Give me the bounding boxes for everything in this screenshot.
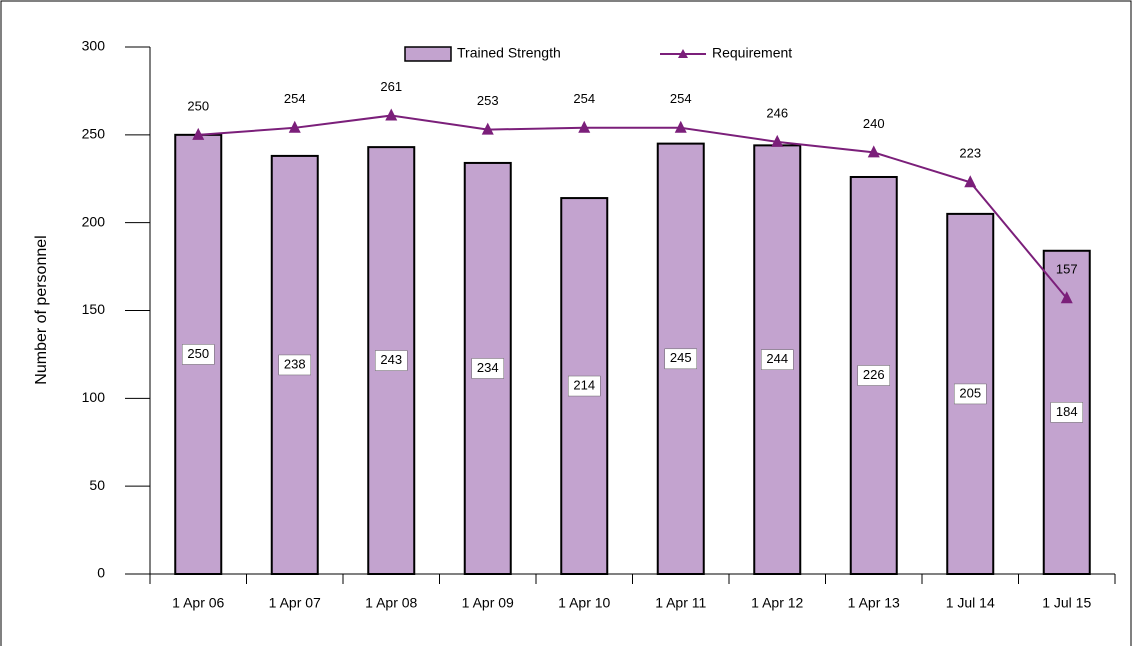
value-label: 250 [187,98,209,113]
value-label: 254 [670,91,692,106]
value-label-box [375,350,408,371]
value-label: 157 [1056,262,1078,277]
value-label: 234 [477,360,499,375]
value-label-box [857,365,890,386]
y-tick-label: 300 [82,38,106,54]
value-label: 254 [284,91,306,106]
value-label: 245 [670,350,692,365]
legend-marker [678,49,688,58]
value-label-box [954,383,987,405]
value-label: 226 [863,367,885,382]
x-tick-label: 1 Jul 14 [946,595,995,611]
value-label: 184 [1056,404,1078,419]
marker [1060,291,1073,304]
value-label-box [471,358,504,379]
x-tick-label: 1 Apr 06 [172,595,224,611]
y-tick-label: 200 [82,213,106,229]
value-label: 214 [573,377,595,392]
legend-label: Requirement [712,45,792,61]
x-tick-label: 1 Apr 13 [848,595,900,611]
value-label: 205 [959,385,981,400]
marker [578,120,591,133]
value-label: 246 [766,105,788,120]
value-label: 261 [380,79,402,94]
value-label: 223 [959,146,981,161]
value-label-box [568,375,601,397]
value-label: 238 [284,356,306,371]
marker [867,145,880,158]
y-tick-label: 250 [82,126,106,142]
x-tick-label: 1 Apr 12 [751,595,803,611]
x-tick-label: 1 Apr 09 [462,595,514,611]
x-tick-label: 1 Apr 08 [365,595,417,611]
x-tick-label: 1 Apr 11 [655,595,706,611]
legend-swatch [404,46,452,62]
marker [192,127,205,140]
value-label-box [761,349,794,370]
y-tick-label: 150 [82,301,106,317]
marker [674,120,687,133]
y-tick-label: 50 [89,477,105,493]
y-tick-label: 100 [82,389,106,405]
value-label: 250 [187,346,209,361]
y-tick-label: 0 [97,565,105,581]
value-label-box [182,344,215,365]
legend-label: Trained Strength [457,45,561,61]
value-label-box [664,348,697,370]
marker [964,175,977,188]
value-label: 254 [573,91,595,106]
value-label: 244 [766,351,788,366]
value-label: 253 [477,93,499,108]
marker [385,108,398,121]
x-tick-label: 1 Apr 10 [558,595,610,611]
marker [288,120,301,133]
y-axis-label: Number of personnel [33,235,50,384]
value-label-box [1050,402,1083,423]
x-tick-label: 1 Jul 15 [1042,595,1091,611]
value-label: 240 [863,116,885,131]
value-label: 243 [380,352,402,367]
value-label-box [278,354,311,376]
x-tick-label: 1 Apr 07 [269,595,321,611]
line [198,114,1068,299]
marker [481,122,494,135]
marker [771,134,784,147]
